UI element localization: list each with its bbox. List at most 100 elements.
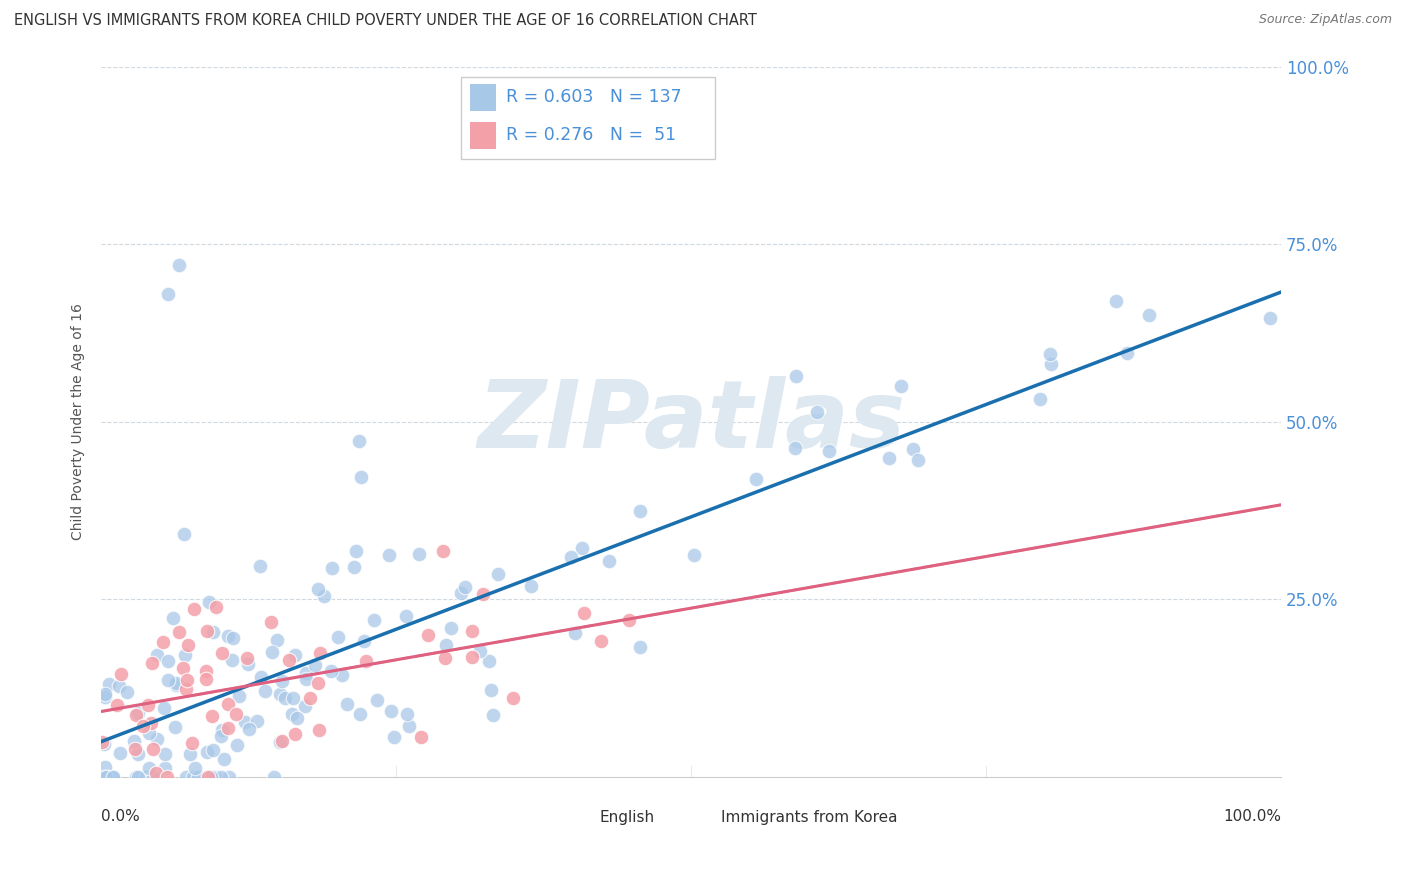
Point bbox=[209, 770, 232, 784]
Point bbox=[1105, 293, 1128, 308]
Point bbox=[343, 559, 366, 574]
Point bbox=[138, 761, 160, 775]
Point bbox=[312, 589, 335, 603]
Point bbox=[266, 632, 288, 647]
Point bbox=[1137, 308, 1160, 322]
Point bbox=[235, 651, 257, 665]
Point bbox=[260, 645, 283, 659]
Point bbox=[330, 668, 353, 682]
Point bbox=[901, 442, 924, 457]
Point bbox=[1040, 357, 1063, 371]
Point bbox=[127, 747, 149, 761]
Point bbox=[353, 633, 375, 648]
Point bbox=[157, 286, 180, 301]
Point bbox=[212, 751, 235, 765]
Point bbox=[195, 745, 218, 759]
Point bbox=[127, 770, 149, 784]
Point bbox=[416, 628, 439, 642]
Point bbox=[93, 690, 115, 705]
Point bbox=[354, 655, 377, 669]
Point bbox=[347, 434, 370, 449]
Point bbox=[211, 646, 233, 660]
Point bbox=[382, 730, 405, 744]
Point bbox=[502, 690, 524, 705]
Point bbox=[395, 707, 418, 722]
Point bbox=[589, 634, 612, 648]
Point bbox=[155, 761, 177, 775]
Point bbox=[328, 630, 350, 644]
Point bbox=[246, 714, 269, 728]
Point bbox=[163, 720, 186, 734]
Point bbox=[200, 770, 222, 784]
Point bbox=[890, 379, 912, 393]
Point bbox=[131, 719, 153, 733]
Point bbox=[176, 770, 198, 784]
Point bbox=[110, 666, 132, 681]
Point bbox=[135, 770, 157, 784]
Point bbox=[195, 664, 218, 678]
Point bbox=[519, 579, 541, 593]
Point bbox=[294, 699, 316, 714]
Point bbox=[183, 602, 205, 616]
Point bbox=[274, 690, 297, 705]
Point bbox=[138, 725, 160, 739]
Point bbox=[122, 734, 145, 748]
Point bbox=[363, 613, 385, 627]
Point bbox=[785, 369, 807, 384]
Point bbox=[238, 722, 260, 736]
Point bbox=[321, 561, 343, 575]
Point bbox=[619, 613, 641, 627]
Point bbox=[143, 770, 166, 784]
Point bbox=[103, 770, 125, 784]
Point bbox=[93, 737, 115, 751]
Point bbox=[481, 682, 503, 697]
Point bbox=[125, 770, 148, 784]
Point bbox=[366, 693, 388, 707]
Point bbox=[284, 727, 307, 741]
Point bbox=[142, 770, 165, 784]
Point bbox=[472, 587, 495, 601]
Point bbox=[152, 634, 174, 648]
Point bbox=[434, 651, 457, 665]
Point bbox=[440, 621, 463, 635]
Point bbox=[101, 770, 124, 784]
Point bbox=[877, 450, 900, 465]
Point bbox=[308, 646, 330, 660]
Point bbox=[319, 664, 342, 678]
Point bbox=[225, 738, 247, 752]
Point bbox=[156, 770, 179, 784]
Point bbox=[141, 657, 163, 671]
Point bbox=[308, 723, 330, 737]
Point bbox=[228, 689, 250, 703]
Point bbox=[278, 652, 301, 666]
Point bbox=[217, 721, 239, 735]
Point bbox=[204, 770, 226, 784]
Point bbox=[295, 672, 318, 686]
Point bbox=[818, 443, 841, 458]
Point bbox=[806, 405, 828, 419]
Point bbox=[153, 700, 176, 714]
Point bbox=[146, 732, 169, 747]
Point bbox=[142, 741, 165, 756]
Point bbox=[907, 452, 929, 467]
Point bbox=[378, 548, 401, 562]
Text: R = 0.603   N = 137: R = 0.603 N = 137 bbox=[506, 88, 682, 106]
Point bbox=[197, 770, 219, 784]
Point bbox=[201, 708, 224, 723]
Point bbox=[155, 747, 177, 762]
Point bbox=[260, 615, 283, 630]
FancyBboxPatch shape bbox=[689, 805, 714, 828]
Point bbox=[598, 554, 620, 568]
Point bbox=[269, 687, 291, 701]
Point bbox=[167, 625, 190, 640]
Point bbox=[201, 624, 224, 639]
Point bbox=[136, 698, 159, 713]
Point bbox=[785, 441, 807, 455]
Point bbox=[250, 670, 273, 684]
Point bbox=[217, 698, 239, 712]
Point bbox=[299, 691, 322, 706]
Text: ZIPatlas: ZIPatlas bbox=[477, 376, 905, 467]
Point bbox=[181, 736, 204, 750]
Point bbox=[127, 706, 149, 720]
Point bbox=[177, 638, 200, 652]
